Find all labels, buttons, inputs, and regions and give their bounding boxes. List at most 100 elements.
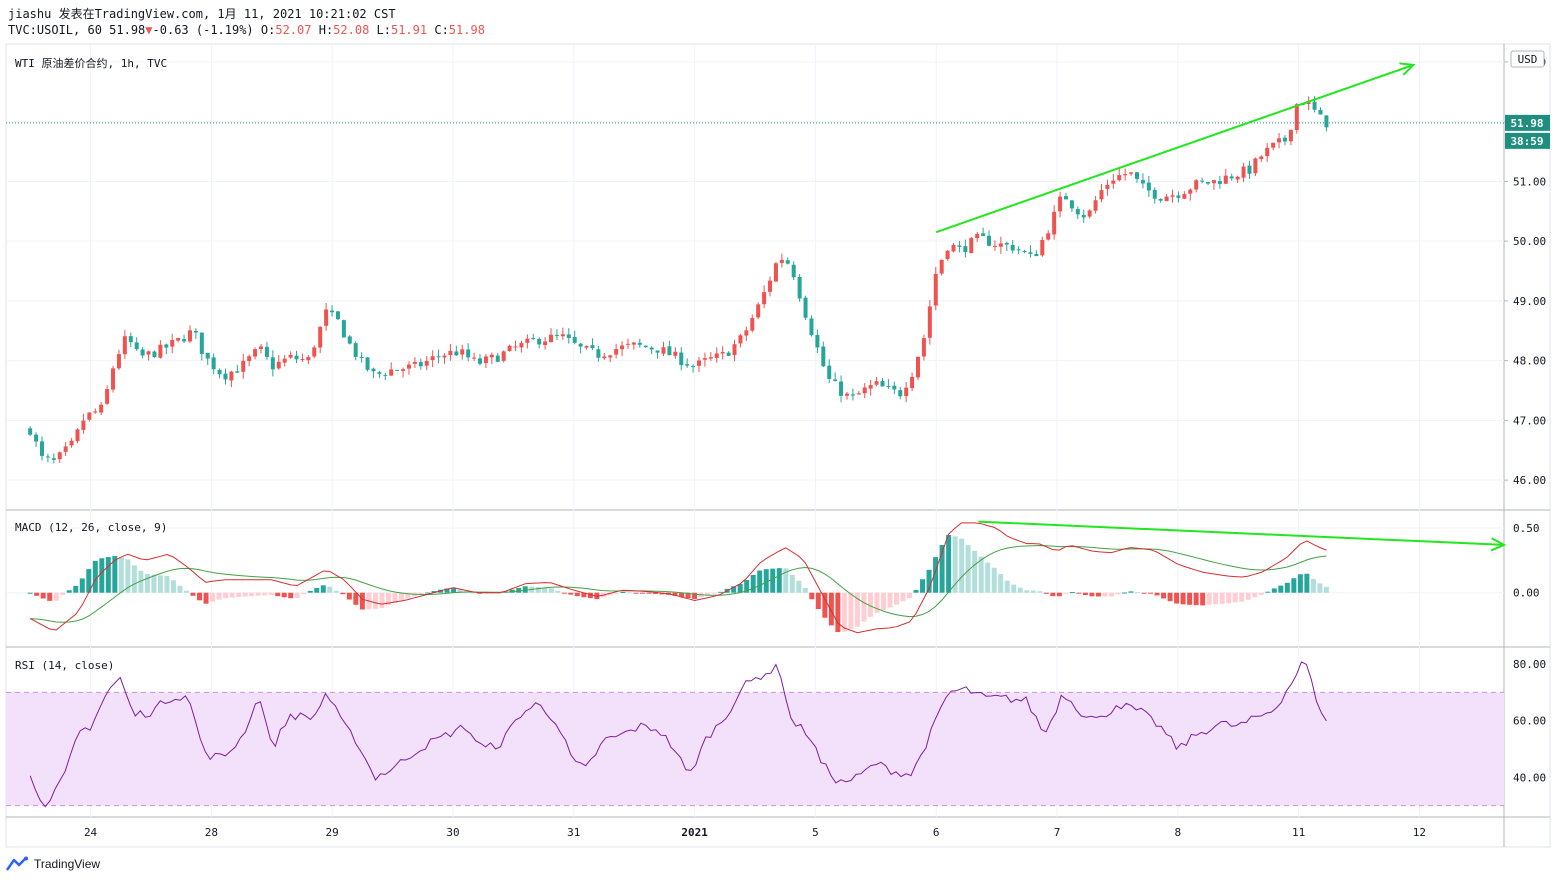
macd-bar-60 <box>418 592 424 595</box>
macd-bar-149 <box>998 574 1004 593</box>
macd-bar-110 <box>744 579 750 593</box>
macd-line <box>29 522 1327 634</box>
price-tick-49.00: 49.00 <box>1513 295 1546 308</box>
macd-bar-120 <box>809 592 815 600</box>
macd-bar-183 <box>1219 592 1225 604</box>
macd-bar-184 <box>1226 592 1232 604</box>
candle-body-64 <box>406 364 411 369</box>
macd-bar-22 <box>170 580 176 593</box>
macd-histogram <box>27 534 1329 633</box>
macd-bar-53 <box>372 592 378 609</box>
macd-bar-39 <box>281 592 287 598</box>
candle-body-62 <box>395 369 400 371</box>
candle-body-207 <box>1253 158 1258 174</box>
candle-body-149 <box>910 376 915 389</box>
candle-body-178 <box>1081 214 1086 218</box>
macd-bar-45 <box>320 585 326 593</box>
candle-body-54 <box>347 336 352 344</box>
macd-bar-176 <box>1174 592 1180 604</box>
macd-bar-7 <box>73 585 79 593</box>
macd-bar-28 <box>210 592 216 602</box>
macd-bar-139 <box>933 557 939 593</box>
candle-body-163 <box>992 245 997 247</box>
macd-bar-151 <box>1011 584 1017 593</box>
macd-bar-104 <box>705 592 711 596</box>
macd-bar-148 <box>991 567 997 593</box>
candle-body-104 <box>643 345 648 348</box>
macd-bar-121 <box>815 592 821 610</box>
macd-bar-161 <box>1076 592 1082 594</box>
last-price-tag-label: 51.98 <box>1510 117 1543 130</box>
candle-body-33 <box>223 373 228 380</box>
candle-body-82 <box>513 346 518 348</box>
candle-body-1 <box>34 434 39 442</box>
candle-body-15 <box>116 354 121 369</box>
candle-body-195 <box>1182 194 1187 199</box>
candle-body-114 <box>702 358 707 360</box>
macd-bar-198 <box>1317 583 1323 593</box>
candle-body-189 <box>1146 182 1151 191</box>
last-price-tag <box>1505 114 1550 131</box>
macd-bar-150 <box>1004 580 1010 593</box>
macd-bar-133 <box>894 592 900 605</box>
candle-body-90 <box>560 334 565 337</box>
price-tick-46.00: 46.00 <box>1513 474 1546 487</box>
candle-body-209 <box>1265 147 1270 157</box>
macd-bar-94 <box>639 592 645 594</box>
candle-body-77 <box>483 356 488 364</box>
tradingview-logo-icon <box>6 856 28 871</box>
candle-body-214 <box>1294 104 1299 131</box>
candle-body-9 <box>81 420 86 430</box>
candle-body-144 <box>880 381 885 387</box>
macd-bar-194 <box>1291 578 1297 593</box>
candle-body-202 <box>1223 175 1228 184</box>
macd-bar-81 <box>555 590 561 593</box>
macd-bar-40 <box>288 592 294 599</box>
macd-bar-3 <box>47 592 53 601</box>
macd-bar-175 <box>1167 592 1173 602</box>
macd-bar-26 <box>197 592 203 601</box>
candle-body-27 <box>187 330 192 342</box>
macd-bar-115 <box>776 568 782 593</box>
macd-bar-171 <box>1141 592 1147 594</box>
candle-body-185 <box>1123 174 1128 176</box>
candle-body-70 <box>442 355 447 358</box>
candle-body-203 <box>1229 176 1234 179</box>
candle-body-3 <box>45 456 50 458</box>
macd-bar-42 <box>301 592 307 595</box>
macd-bar-136 <box>913 589 919 593</box>
candle-body-14 <box>111 368 116 390</box>
macd-bar-50 <box>353 592 359 605</box>
macd-bar-96 <box>652 592 658 594</box>
macd-bar-131 <box>880 592 886 611</box>
candle-body-97 <box>602 356 607 359</box>
macd-bar-154 <box>1030 590 1036 593</box>
candle-body-109 <box>673 351 678 356</box>
macd-bar-83 <box>568 592 574 595</box>
candle-body-74 <box>466 349 471 358</box>
macd-bar-95 <box>646 592 652 594</box>
candle-body-208 <box>1259 156 1264 160</box>
time-label-31: 31 <box>567 826 580 839</box>
time-label-6: 6 <box>933 826 940 839</box>
macd-bar-68 <box>470 592 476 594</box>
candle-body-37 <box>247 356 252 362</box>
macd-bar-90 <box>613 592 619 594</box>
macd-bar-191 <box>1271 588 1277 593</box>
candle-body-150 <box>916 356 921 378</box>
macd-bar-8 <box>79 578 85 593</box>
candle-body-6 <box>63 446 68 452</box>
candle-body-5 <box>57 452 62 460</box>
symbol-label: TVC:USOIL, 60 <box>8 23 102 37</box>
candle-body-172 <box>1046 233 1051 240</box>
price-tick-47.00: 47.00 <box>1513 414 1546 427</box>
candle-body-19 <box>140 349 145 356</box>
candle-body-200 <box>1211 180 1216 184</box>
candle-body-98 <box>608 355 613 358</box>
tradingview-logo[interactable]: TradingView <box>6 856 100 872</box>
macd-bar-78 <box>535 587 541 593</box>
macd-bar-43 <box>307 590 313 593</box>
candle-body-7 <box>69 440 74 446</box>
candle-body-135 <box>827 365 832 379</box>
